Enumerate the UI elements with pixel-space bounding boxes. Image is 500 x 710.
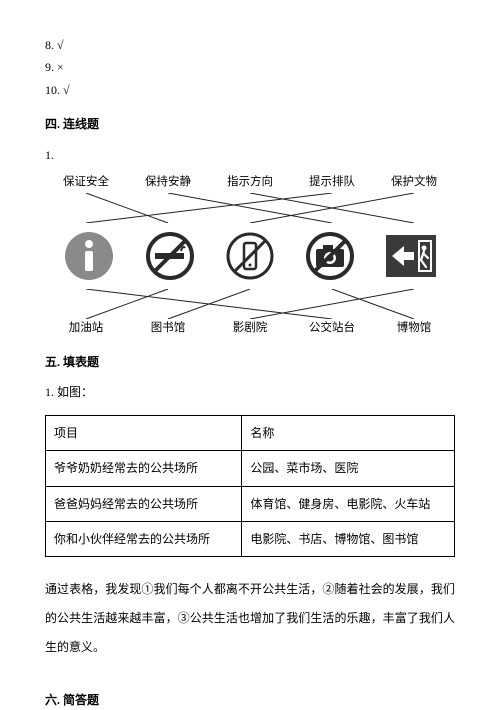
top-label-5: 保护文物 (373, 173, 455, 193)
cell-r3c2: 电影院、书店、博物馆、图书馆 (242, 522, 455, 557)
bottom-label-2: 图书馆 (127, 319, 209, 339)
cell-r2c1: 爸爸妈妈经常去的公共场所 (46, 486, 242, 521)
table-header-1: 项目 (46, 415, 242, 450)
bottom-label-5: 博物馆 (373, 319, 455, 339)
answer-item-8: 8. √ (45, 35, 455, 55)
cell-r2c2: 体育馆、健身房、电影院、火车站 (242, 486, 455, 521)
table-row: 你和小伙伴经常去的公共场所 电影院、书店、博物馆、图书馆 (46, 522, 455, 557)
answer-item-9: 9. × (45, 57, 455, 77)
icon-row (45, 231, 455, 281)
bottom-label-1: 加油站 (45, 319, 127, 339)
table-header-2: 名称 (242, 415, 455, 450)
bottom-labels-row: 加油站 图书馆 影剧院 公交站台 博物馆 (45, 319, 455, 339)
no-camera-icon (290, 231, 370, 281)
bottom-connection-lines (45, 289, 455, 319)
top-connection-lines (45, 193, 455, 223)
bottom-label-4: 公交站台 (291, 319, 373, 339)
cell-r1c2: 公园、菜市场、医院 (242, 451, 455, 486)
table-row: 项目 名称 (46, 415, 455, 450)
no-phone-icon (210, 231, 290, 281)
section-5-q1: 1. 如图： (45, 382, 455, 402)
cell-r3c1: 你和小伙伴经常去的公共场所 (46, 522, 242, 557)
top-label-2: 保持安静 (127, 173, 209, 193)
places-table: 项目 名称 爷爷奶奶经常去的公共场所 公园、菜市场、医院 爸爸妈妈经常去的公共场… (45, 415, 455, 558)
info-icon (49, 231, 129, 281)
section-4-title: 四. 连线题 (45, 114, 455, 134)
top-label-3: 指示方向 (209, 173, 291, 193)
answer-item-10: 10. √ (45, 80, 455, 100)
top-label-4: 提示排队 (291, 173, 373, 193)
exit-sign-icon (371, 231, 451, 281)
table-row: 爸爸妈妈经常去的公共场所 体育馆、健身房、电影院、火车站 (46, 486, 455, 521)
top-label-1: 保证安全 (45, 173, 127, 193)
section-5-title: 五. 填表题 (45, 352, 455, 372)
top-labels-row: 保证安全 保持安静 指示方向 提示排队 保护文物 (45, 173, 455, 193)
bottom-label-3: 影剧院 (209, 319, 291, 339)
cell-r1c1: 爷爷奶奶经常去的公共场所 (46, 451, 242, 486)
matching-diagram: 保证安全 保持安静 指示方向 提示排队 保护文物 (45, 173, 455, 338)
section-4-q1: 1. (45, 145, 455, 165)
table-row: 爷爷奶奶经常去的公共场所 公园、菜市场、医院 (46, 451, 455, 486)
summary-paragraph: 通过表格，我发现①我们每个人都离不开公共生活，②随着社会的发展，我们的公共生活越… (45, 575, 455, 661)
no-smoking-icon (129, 231, 209, 281)
